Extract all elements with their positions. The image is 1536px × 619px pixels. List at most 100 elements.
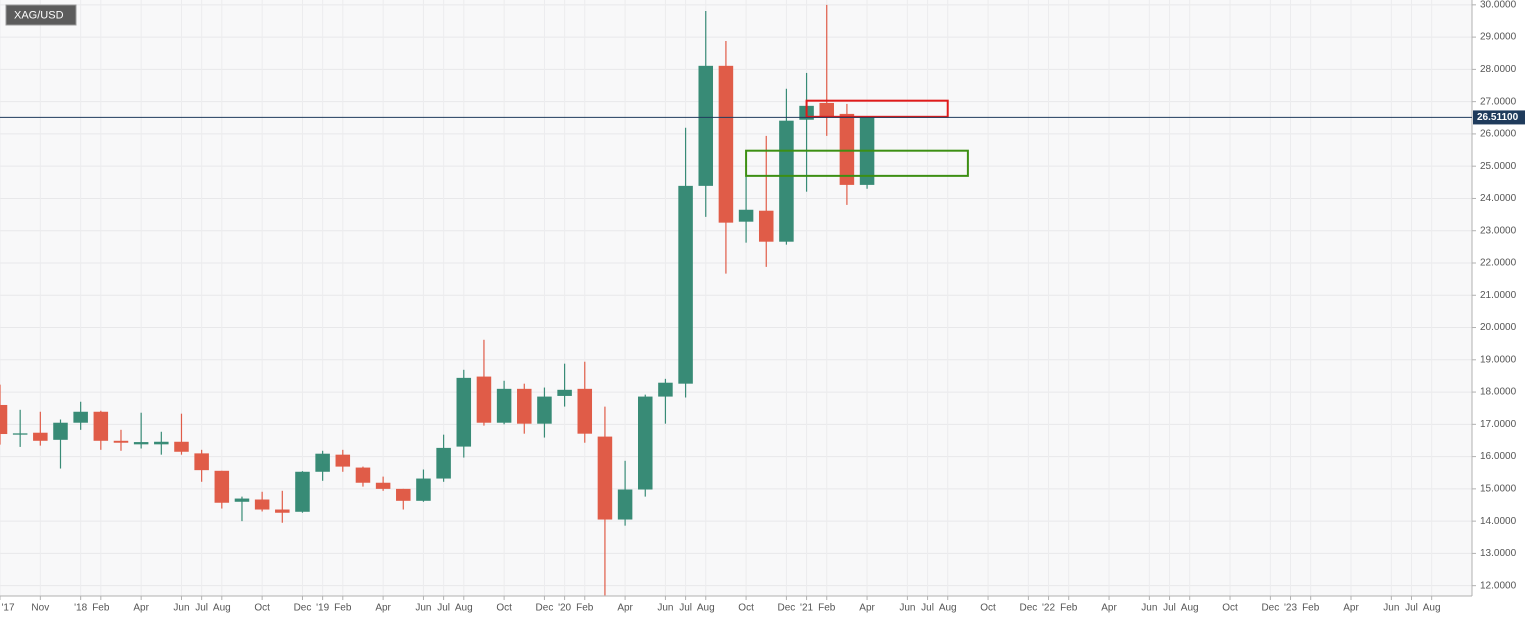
candle-body	[234, 498, 250, 502]
y-tick-label: 19.0000	[1480, 354, 1517, 365]
candle-body	[154, 441, 169, 445]
x-tick-label: Aug	[1181, 603, 1199, 614]
x-tick-label: Aug	[1423, 603, 1441, 614]
x-tick-label: Jun	[415, 603, 431, 614]
y-tick-label: 29.0000	[1480, 32, 1517, 43]
x-tick-label: Feb	[818, 603, 836, 614]
x-tick-label: Apr	[859, 603, 875, 614]
x-tick-label: Jul	[1405, 603, 1418, 614]
y-tick-label: 22.0000	[1480, 258, 1517, 269]
x-tick-label: Jul	[195, 603, 208, 614]
candle-body	[194, 453, 209, 471]
x-tick-label: '23	[1284, 603, 1297, 614]
candle-body	[496, 388, 512, 423]
candle-body	[617, 489, 633, 520]
candle-body	[779, 120, 794, 242]
candle-body	[33, 432, 48, 441]
candle-body	[819, 102, 834, 117]
candle-body	[557, 389, 572, 396]
y-tick-label: 26.0000	[1480, 129, 1517, 140]
zone-box	[745, 149, 969, 177]
x-tick-label: Feb	[334, 603, 352, 614]
candle-body	[254, 499, 270, 510]
zone-box	[805, 99, 949, 118]
x-tick-label: Jul	[437, 603, 450, 614]
candle-body	[315, 453, 330, 472]
x-tick-label: Feb	[1302, 603, 1320, 614]
y-tick-label: 12.0000	[1480, 580, 1517, 591]
x-tick-label: '21	[800, 603, 813, 614]
candle-body	[53, 422, 68, 440]
candle-body	[758, 210, 774, 242]
x-tick-label: Dec	[294, 603, 312, 614]
y-tick-label: 30.0000	[1480, 0, 1517, 10]
x-tick-label: Oct	[254, 603, 270, 614]
x-tick-label: Oct	[980, 603, 996, 614]
candle-body	[396, 488, 411, 501]
y-tick-label: 16.0000	[1480, 451, 1517, 462]
candle-body	[436, 447, 451, 479]
y-tick-label: 27.0000	[1480, 96, 1517, 107]
x-tick-label: Apr	[617, 603, 633, 614]
x-tick-label: Jun	[1383, 603, 1399, 614]
candle-body	[295, 471, 310, 512]
x-tick-label: Oct	[1222, 603, 1238, 614]
x-tick-label: Oct	[496, 603, 512, 614]
candle-body	[839, 113, 855, 185]
x-tick-label: Aug	[697, 603, 715, 614]
x-tick-label: Apr	[133, 603, 149, 614]
x-tick-label: '22	[1042, 603, 1055, 614]
x-tick-label: Jun	[173, 603, 189, 614]
y-tick-label: 18.0000	[1480, 387, 1517, 398]
x-tick-label: '20	[558, 603, 571, 614]
x-tick-label: Oct	[738, 603, 754, 614]
x-tick-label: '19	[316, 603, 329, 614]
candle-body	[476, 376, 492, 423]
x-tick-label: Feb	[576, 603, 594, 614]
candle-body	[355, 467, 371, 483]
x-tick-label: Dec	[1019, 603, 1037, 614]
x-tick-label: '17	[1, 603, 14, 614]
candle-body	[214, 470, 230, 503]
candle-body	[678, 185, 693, 384]
x-tick-label: Aug	[939, 603, 957, 614]
y-tick-label: 20.0000	[1480, 322, 1517, 333]
x-tick-label: Aug	[213, 603, 231, 614]
y-tick-label: 25.0000	[1480, 161, 1517, 172]
y-tick-label: 14.0000	[1480, 516, 1517, 527]
x-tick-label: Jun	[1141, 603, 1157, 614]
x-tick-label: Feb	[1060, 603, 1078, 614]
x-tick-label: Dec	[536, 603, 554, 614]
y-tick-label: 23.0000	[1480, 225, 1517, 236]
plot-area	[0, 0, 1472, 596]
candle-body	[73, 411, 88, 423]
x-tick-label: Jun	[899, 603, 915, 614]
y-tick-label: 24.0000	[1480, 193, 1517, 204]
y-tick-label: 21.0000	[1480, 290, 1517, 301]
x-tick-label: Dec	[1261, 603, 1279, 614]
candle-body	[658, 382, 673, 397]
x-tick-label: Nov	[31, 603, 49, 614]
candle-body	[416, 478, 431, 501]
symbol-title: XAG/USD	[14, 9, 64, 21]
candle-body	[133, 442, 149, 445]
candle-body	[638, 396, 653, 490]
symbol-badge	[5, 4, 77, 26]
candle-body	[456, 377, 472, 447]
y-tick-label: 13.0000	[1480, 548, 1517, 559]
candle-body	[537, 396, 552, 424]
x-tick-label: Jul	[921, 603, 934, 614]
x-tick-label: Jun	[657, 603, 673, 614]
x-tick-label: Aug	[455, 603, 473, 614]
candle-body	[738, 209, 754, 222]
candle-body	[275, 509, 290, 513]
x-tick-label: Dec	[778, 603, 796, 614]
candle-body	[335, 454, 351, 467]
candle-body	[93, 411, 109, 441]
y-tick-label: 15.0000	[1480, 484, 1517, 495]
y-tick-label: 28.0000	[1480, 64, 1517, 75]
x-tick-label: Apr	[1101, 603, 1117, 614]
candle-body	[718, 65, 734, 223]
candle-body	[577, 388, 593, 434]
